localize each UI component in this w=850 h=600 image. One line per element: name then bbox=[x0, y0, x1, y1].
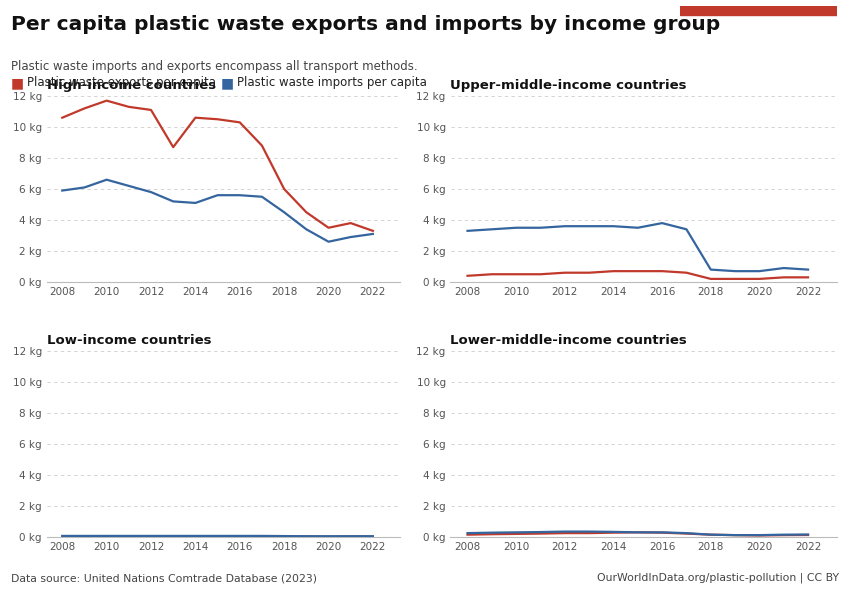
Text: Plastic waste imports per capita: Plastic waste imports per capita bbox=[237, 76, 427, 89]
Text: Plastic waste imports and exports encompass all transport methods.: Plastic waste imports and exports encomp… bbox=[11, 60, 417, 73]
Bar bbox=[680, 6, 837, 14]
Text: ■: ■ bbox=[221, 76, 234, 90]
Text: ■: ■ bbox=[11, 76, 24, 90]
Text: OurWorldInData.org/plastic-pollution | CC BY: OurWorldInData.org/plastic-pollution | C… bbox=[597, 572, 839, 583]
Text: Upper-middle-income countries: Upper-middle-income countries bbox=[450, 79, 687, 92]
Text: Lower-middle-income countries: Lower-middle-income countries bbox=[450, 334, 688, 347]
Text: Our World: Our World bbox=[728, 22, 788, 32]
Text: Per capita plastic waste exports and imports by income group: Per capita plastic waste exports and imp… bbox=[11, 15, 720, 34]
Text: Low-income countries: Low-income countries bbox=[47, 334, 212, 347]
Text: High-income countries: High-income countries bbox=[47, 79, 216, 92]
Text: Data source: United Nations Comtrade Database (2023): Data source: United Nations Comtrade Dat… bbox=[11, 573, 317, 583]
Text: in Data: in Data bbox=[737, 38, 779, 49]
Text: Plastic waste exports per capita: Plastic waste exports per capita bbox=[27, 76, 216, 89]
